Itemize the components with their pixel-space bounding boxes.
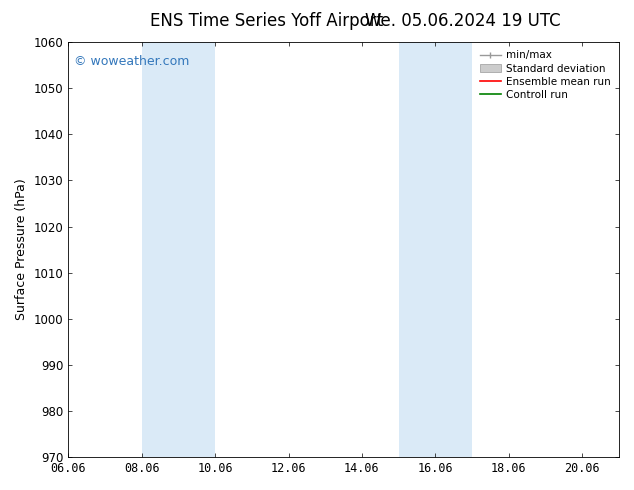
Legend: min/max, Standard deviation, Ensemble mean run, Controll run: min/max, Standard deviation, Ensemble me…: [477, 47, 614, 103]
Text: We. 05.06.2024 19 UTC: We. 05.06.2024 19 UTC: [365, 12, 560, 30]
Bar: [141, 42, 215, 457]
Text: © woweather.com: © woweather.com: [74, 54, 189, 68]
Text: ENS Time Series Yoff Airport: ENS Time Series Yoff Airport: [150, 12, 383, 30]
Y-axis label: Surface Pressure (hPa): Surface Pressure (hPa): [15, 179, 28, 320]
Bar: [399, 42, 472, 457]
